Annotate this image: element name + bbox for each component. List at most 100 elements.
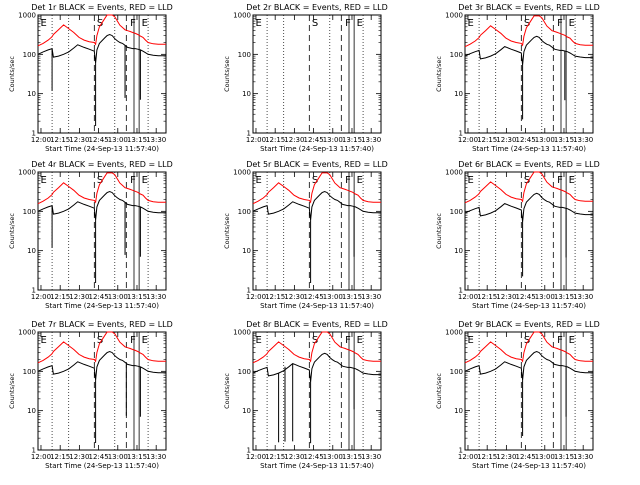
x-tick-label: 12:45	[515, 136, 535, 144]
y-tick-label: 100	[23, 51, 36, 59]
x-tick-label: 13:15	[127, 453, 147, 461]
segment-marker-label: S	[97, 175, 103, 186]
plot-title: Det 2r BLACK = Events, RED = LLD	[246, 3, 388, 12]
x-tick-label: 12:00	[246, 136, 266, 144]
y-tick-label: 1000	[445, 12, 463, 20]
x-tick-label: 12:30	[496, 453, 516, 461]
x-tick-label: 12:30	[69, 453, 89, 461]
segment-marker-label: E	[256, 335, 262, 346]
plot-frame	[252, 14, 382, 134]
x-tick-label: 12:00	[31, 293, 51, 301]
y-axis-label: Counts/sec	[223, 56, 231, 92]
segment-marker-label: S	[97, 18, 103, 29]
lld-series-line	[464, 331, 593, 364]
y-tick-label: 1	[32, 447, 36, 455]
x-tick-label: 13:30	[146, 293, 166, 301]
x-axis-label: Start Time (24-Sep-13 11:57:40)	[260, 302, 374, 310]
y-tick-label: 1000	[233, 169, 251, 177]
x-axis-label: Start Time (24-Sep-13 11:57:40)	[472, 462, 586, 470]
x-tick-label: 12:30	[284, 293, 304, 301]
x-tick-label: 12:15	[265, 293, 285, 301]
segment-marker-label: F	[130, 175, 136, 186]
x-tick-label: 12:45	[88, 453, 108, 461]
x-tick-label: 13:15	[554, 453, 574, 461]
segment-marker-label: S	[312, 175, 318, 186]
y-tick-label: 1000	[18, 169, 36, 177]
plot-frame	[464, 171, 594, 291]
segment-marker-label: F	[345, 175, 351, 186]
x-tick-label: 12:45	[88, 136, 108, 144]
x-axis-label: Start Time (24-Sep-13 11:57:40)	[260, 462, 374, 470]
x-axis-label: Start Time (24-Sep-13 11:57:40)	[260, 145, 374, 153]
segment-marker-label: F	[345, 18, 351, 29]
segment-marker-label: F	[557, 18, 563, 29]
x-tick-label: 12:00	[458, 453, 478, 461]
x-tick-label: 13:30	[146, 136, 166, 144]
x-tick-label: 13:30	[146, 453, 166, 461]
plot-title: Det 3r BLACK = Events, RED = LLD	[458, 3, 600, 12]
plot-frame	[252, 171, 382, 291]
segment-marker-label: E	[41, 18, 47, 29]
x-tick-label: 13:15	[127, 136, 147, 144]
lld-series-line	[464, 15, 593, 48]
x-tick-label: 12:00	[458, 136, 478, 144]
x-tick-label: 12:45	[515, 293, 535, 301]
lld-series-line	[252, 331, 381, 364]
x-tick-label: 13:15	[554, 293, 574, 301]
x-tick-label: 13:00	[323, 136, 343, 144]
y-tick-label: 1	[32, 287, 36, 295]
x-tick-label: 13:00	[535, 453, 555, 461]
y-tick-label: 100	[238, 368, 251, 376]
y-tick-label: 1	[247, 447, 251, 455]
plot-frame	[464, 14, 594, 134]
events-series-line	[37, 190, 166, 221]
x-tick-label: 12:30	[69, 293, 89, 301]
y-tick-label: 10	[454, 407, 463, 415]
plot-title: Det 9r BLACK = Events, RED = LLD	[458, 320, 600, 329]
y-axis-label: Counts/sec	[435, 56, 443, 92]
y-tick-label: 1	[32, 130, 36, 138]
plot-title: Det 6r BLACK = Events, RED = LLD	[458, 160, 600, 169]
x-tick-label: 12:45	[515, 453, 535, 461]
x-tick-label: 12:00	[246, 293, 266, 301]
segment-marker-label: E	[569, 175, 575, 186]
segment-marker-label: S	[312, 18, 318, 29]
x-tick-label: 13:30	[361, 293, 381, 301]
segment-marker-label: S	[524, 18, 530, 29]
x-tick-label: 13:15	[342, 453, 362, 461]
detector-plot-7: Det 7r BLACK = Events, RED = LLD Counts/s…	[8, 320, 173, 470]
x-tick-label: 12:45	[303, 293, 323, 301]
events-series-line	[37, 33, 166, 64]
segment-marker-label: E	[468, 18, 474, 29]
x-axis-label: Start Time (24-Sep-13 11:57:40)	[472, 145, 586, 153]
x-tick-label: 13:00	[535, 293, 555, 301]
x-tick-label: 13:15	[342, 293, 362, 301]
x-tick-label: 12:30	[69, 136, 89, 144]
x-tick-label: 12:15	[50, 136, 70, 144]
x-tick-label: 12:45	[303, 453, 323, 461]
lld-series-line	[37, 172, 166, 205]
y-axis-label: Counts/sec	[8, 213, 16, 249]
y-axis-label: Counts/sec	[223, 373, 231, 409]
x-tick-label: 12:15	[477, 136, 497, 144]
y-axis-label: Counts/sec	[223, 213, 231, 249]
y-axis-label: Counts/sec	[435, 373, 443, 409]
x-tick-label: 13:30	[573, 136, 593, 144]
events-series-line	[252, 352, 381, 382]
segment-marker-label: S	[312, 335, 318, 346]
y-tick-label: 10	[27, 407, 36, 415]
plot-title: Det 1r BLACK = Events, RED = LLD	[31, 3, 173, 12]
events-series-line	[464, 35, 593, 65]
segment-marker-label: F	[557, 175, 563, 186]
y-tick-label: 1000	[445, 329, 463, 337]
x-tick-label: 13:00	[323, 293, 343, 301]
plot-frame	[37, 14, 167, 134]
segment-marker-label: S	[97, 335, 103, 346]
x-tick-label: 13:15	[342, 136, 362, 144]
segment-marker-label: S	[524, 175, 530, 186]
x-tick-label: 12:00	[31, 136, 51, 144]
events-series-line	[252, 190, 381, 221]
x-tick-label: 12:15	[265, 453, 285, 461]
lld-series-line	[252, 172, 381, 205]
